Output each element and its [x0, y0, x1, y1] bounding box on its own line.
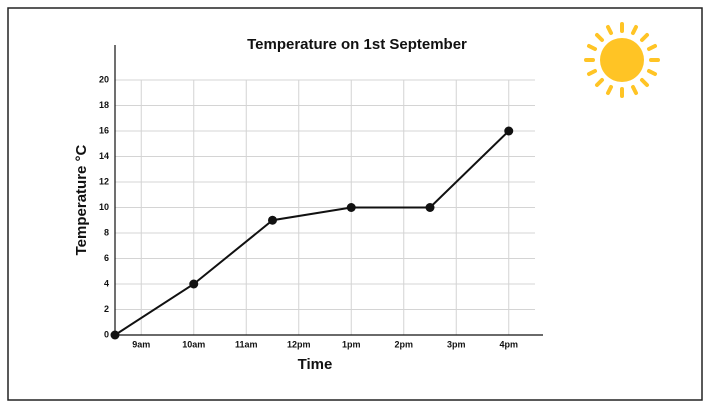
chart-title: Temperature on 1st September	[247, 36, 467, 53]
y-tick-label: 4	[104, 278, 109, 288]
y-tick-label: 16	[99, 125, 109, 135]
y-tick-label: 14	[99, 151, 109, 161]
line	[114, 130, 510, 336]
point	[189, 279, 199, 289]
y-tick-label: 10	[99, 202, 109, 212]
point	[110, 330, 120, 340]
y-axis-label: Temperature °C	[73, 144, 90, 255]
x-tick-label: 11am	[235, 339, 258, 349]
x-tick-label: 4pm	[499, 339, 518, 349]
x-tick-label: 2pm	[394, 339, 413, 349]
sun-icon	[584, 22, 660, 98]
x-tick-label: 12pm	[287, 339, 311, 349]
point	[268, 215, 277, 225]
x-tick-label: 1pm	[342, 339, 361, 349]
y-tick-label: 2	[104, 304, 109, 314]
y-tick-label: 0	[104, 329, 109, 339]
y-tick-label: 6	[104, 253, 109, 263]
point	[425, 203, 435, 212]
point	[346, 203, 356, 212]
y-tick-label: 12	[99, 176, 109, 186]
y-tick-label: 20	[99, 74, 109, 84]
x-tick-label: 3pm	[447, 339, 466, 349]
point	[504, 126, 514, 136]
x-axis-label: Time	[298, 356, 333, 373]
y-tick-label: 18	[99, 100, 109, 110]
x-tick-label: 10am	[182, 339, 205, 349]
x-tick-label: 9am	[132, 339, 150, 349]
y-tick-label: 8	[104, 227, 109, 237]
